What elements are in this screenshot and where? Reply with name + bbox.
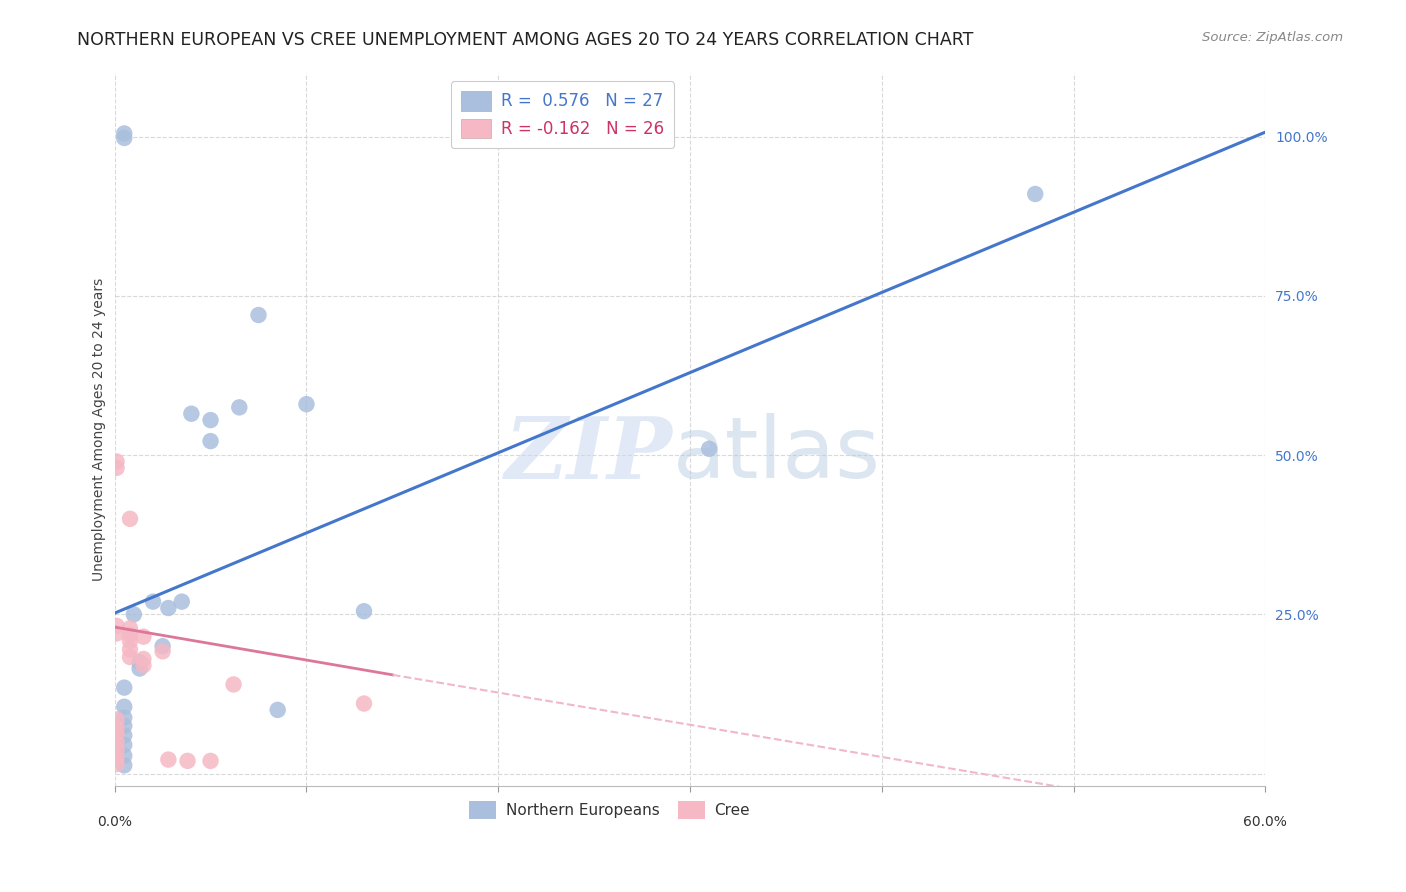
Point bbox=[132, 630, 155, 644]
Point bbox=[118, 634, 141, 648]
Text: Source: ZipAtlas.com: Source: ZipAtlas.com bbox=[1202, 31, 1343, 45]
Point bbox=[105, 619, 128, 633]
Point bbox=[105, 626, 128, 640]
Point bbox=[132, 658, 155, 673]
Point bbox=[152, 639, 174, 653]
Point bbox=[105, 727, 128, 741]
Text: NORTHERN EUROPEAN VS CREE UNEMPLOYMENT AMONG AGES 20 TO 24 YEARS CORRELATION CHA: NORTHERN EUROPEAN VS CREE UNEMPLOYMENT A… bbox=[77, 31, 974, 49]
Point bbox=[105, 742, 128, 756]
Point bbox=[118, 621, 141, 635]
Point bbox=[697, 442, 720, 456]
Text: atlas: atlas bbox=[672, 413, 880, 496]
Point bbox=[228, 401, 250, 415]
Point bbox=[353, 604, 375, 618]
Point bbox=[157, 601, 180, 615]
Point bbox=[122, 607, 145, 622]
Point bbox=[176, 754, 198, 768]
Point bbox=[118, 512, 141, 526]
Point bbox=[118, 642, 141, 657]
Point bbox=[112, 748, 135, 763]
Point bbox=[105, 713, 128, 727]
Y-axis label: Unemployment Among Ages 20 to 24 years: Unemployment Among Ages 20 to 24 years bbox=[93, 278, 107, 582]
Point bbox=[157, 753, 180, 767]
Legend: Northern Europeans, Cree: Northern Europeans, Cree bbox=[463, 795, 756, 825]
Point bbox=[105, 750, 128, 764]
Point bbox=[142, 594, 165, 608]
Point bbox=[200, 754, 222, 768]
Point bbox=[112, 719, 135, 733]
Point bbox=[200, 434, 222, 449]
Point bbox=[112, 681, 135, 695]
Point bbox=[112, 738, 135, 752]
Point bbox=[118, 650, 141, 665]
Text: ZIP: ZIP bbox=[505, 413, 672, 496]
Point bbox=[170, 594, 193, 608]
Point bbox=[112, 131, 135, 145]
Point bbox=[112, 710, 135, 724]
Point bbox=[200, 413, 222, 427]
Point bbox=[112, 728, 135, 742]
Point bbox=[118, 628, 141, 642]
Point bbox=[112, 127, 135, 141]
Text: 60.0%: 60.0% bbox=[1243, 815, 1288, 829]
Point bbox=[1024, 186, 1046, 201]
Point bbox=[105, 735, 128, 749]
Point bbox=[152, 644, 174, 658]
Point bbox=[180, 407, 202, 421]
Point bbox=[128, 655, 150, 669]
Point bbox=[132, 652, 155, 666]
Text: 0.0%: 0.0% bbox=[97, 815, 132, 829]
Point bbox=[105, 454, 128, 468]
Point bbox=[128, 661, 150, 675]
Point bbox=[222, 677, 245, 691]
Point bbox=[353, 697, 375, 711]
Point bbox=[266, 703, 288, 717]
Point bbox=[295, 397, 318, 411]
Point bbox=[105, 461, 128, 475]
Point bbox=[112, 699, 135, 714]
Point bbox=[105, 757, 128, 772]
Point bbox=[105, 721, 128, 735]
Point bbox=[112, 758, 135, 772]
Point bbox=[247, 308, 270, 322]
